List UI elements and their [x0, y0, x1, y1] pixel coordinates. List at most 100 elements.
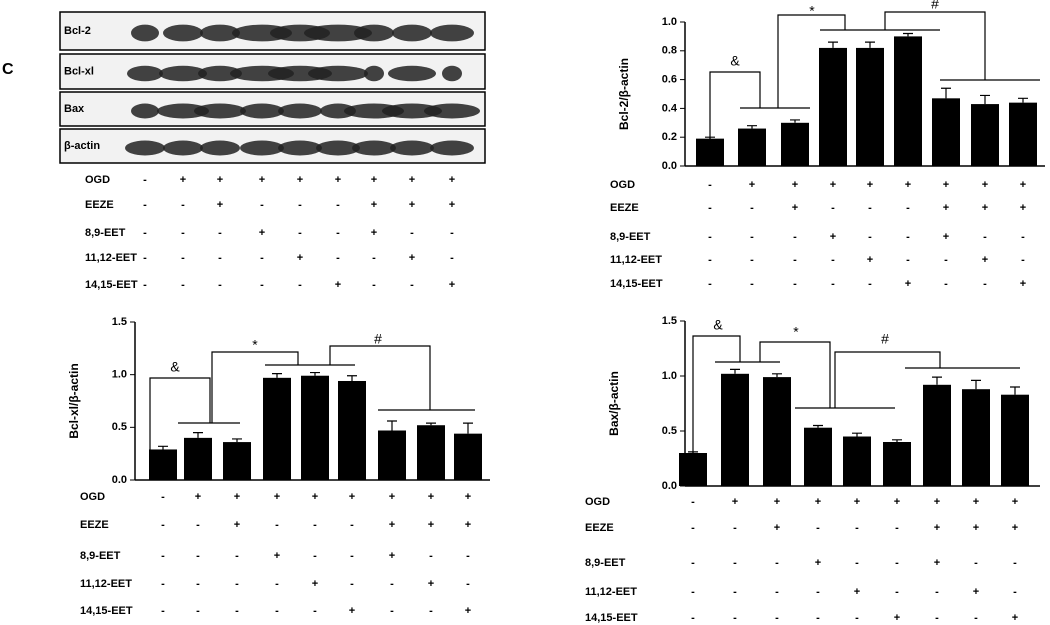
bar [184, 437, 212, 480]
treatment-sign: + [943, 202, 949, 214]
treatment-sign: - [260, 252, 264, 264]
treatment-sign: + [854, 496, 860, 508]
error-bar [892, 439, 902, 442]
treatment-sign: - [816, 612, 820, 624]
treatment-sign: + [943, 231, 949, 243]
treatment-sign: + [894, 612, 900, 624]
treatment-label: EEZE [85, 199, 114, 211]
treatment-sign: - [1021, 254, 1025, 266]
treatment-sign: + [1012, 612, 1018, 624]
treatment-sign: - [181, 227, 185, 239]
blot-band [430, 140, 474, 156]
treatment-label: 14,15-EET [80, 605, 133, 617]
error-bar [941, 87, 951, 99]
treatment-sign: - [218, 227, 222, 239]
bar [923, 384, 951, 486]
treatment-sign: - [450, 252, 454, 264]
treatment-sign: - [691, 522, 695, 534]
bar [819, 47, 847, 166]
treatment-sign: - [855, 612, 859, 624]
y-axis-label: Bcl-2/β-actin [617, 58, 631, 130]
treatment-label: 11,12-EET [610, 254, 662, 266]
treatment-sign: - [733, 522, 737, 534]
error-bar [932, 376, 942, 385]
error-bar [852, 432, 862, 437]
error-bar [310, 371, 320, 376]
significance-bracket [211, 351, 355, 423]
blot-band [308, 65, 368, 82]
treatment-sign: + [297, 252, 303, 264]
treatment-sign: + [465, 519, 471, 531]
blot-band [278, 140, 322, 156]
blot-band [354, 24, 394, 42]
error-bar [463, 422, 473, 434]
treatment-sign: - [775, 586, 779, 598]
treatment-sign: - [372, 279, 376, 291]
treatment-sign: - [275, 605, 279, 617]
blot-label: Bcl-xl [64, 65, 94, 77]
y-tick-label: 1.5 [662, 315, 677, 327]
blot-label: Bcl-2 [64, 25, 91, 37]
blot-band [320, 103, 356, 119]
error-bar [387, 420, 397, 431]
y-tick-label: 0.2 [662, 131, 677, 143]
treatment-sign: + [905, 179, 911, 191]
treatment-sign: - [313, 605, 317, 617]
treatment-sign: + [982, 179, 988, 191]
treatment-sign: + [943, 179, 949, 191]
blot-band [364, 65, 384, 82]
treatment-sign: - [143, 199, 147, 211]
bar [721, 373, 749, 486]
treatment-sign: - [143, 174, 147, 186]
treatment-sign: + [389, 519, 395, 531]
treatment-sign: + [982, 202, 988, 214]
significance-bracket [149, 377, 240, 460]
treatment-sign: + [259, 174, 265, 186]
treatment-sign: - [775, 557, 779, 569]
treatment-sign: - [181, 252, 185, 264]
treatment-sign: - [161, 578, 165, 590]
treatment-sign: - [868, 202, 872, 214]
treatment-sign: + [867, 179, 873, 191]
significance-symbol: # [881, 331, 889, 347]
treatment-sign: - [410, 227, 414, 239]
treatment-sign: + [774, 496, 780, 508]
treatment-sign: - [161, 519, 165, 531]
significance-symbol: & [170, 359, 180, 375]
treatment-sign: + [1012, 496, 1018, 508]
treatment-label: OGD [85, 174, 110, 186]
treatment-sign: - [429, 605, 433, 617]
blot-band [430, 24, 474, 42]
treatment-sign: + [973, 586, 979, 598]
y-tick-label: 0.4 [662, 102, 678, 114]
blot-band [163, 140, 203, 156]
treatment-sign: + [234, 519, 240, 531]
treatment-sign: - [181, 199, 185, 211]
treatment-sign: + [982, 254, 988, 266]
blot-band [240, 140, 284, 156]
treatment-sign: - [336, 252, 340, 264]
y-tick-label: 0.6 [662, 74, 677, 86]
treatment-label: 11,12-EET [80, 578, 132, 590]
blot-band [131, 24, 159, 42]
treatment-sign: - [235, 550, 239, 562]
bar [149, 449, 177, 480]
treatment-sign: - [218, 279, 222, 291]
treatment-sign: - [143, 279, 147, 291]
treatment-sign: - [350, 550, 354, 562]
treatment-sign: - [708, 202, 712, 214]
treatment-sign: - [298, 199, 302, 211]
treatment-sign: - [429, 550, 433, 562]
treatment-sign: - [260, 199, 264, 211]
error-bar [865, 41, 875, 48]
blot-band [159, 65, 207, 82]
blot-band [125, 140, 165, 156]
treatment-sign: + [428, 578, 434, 590]
blot-band [278, 103, 322, 119]
error-bar [193, 432, 203, 438]
treatment-sign: - [1013, 557, 1017, 569]
treatment-sign: - [831, 278, 835, 290]
treatment-sign: - [181, 279, 185, 291]
treatment-sign: + [449, 279, 455, 291]
